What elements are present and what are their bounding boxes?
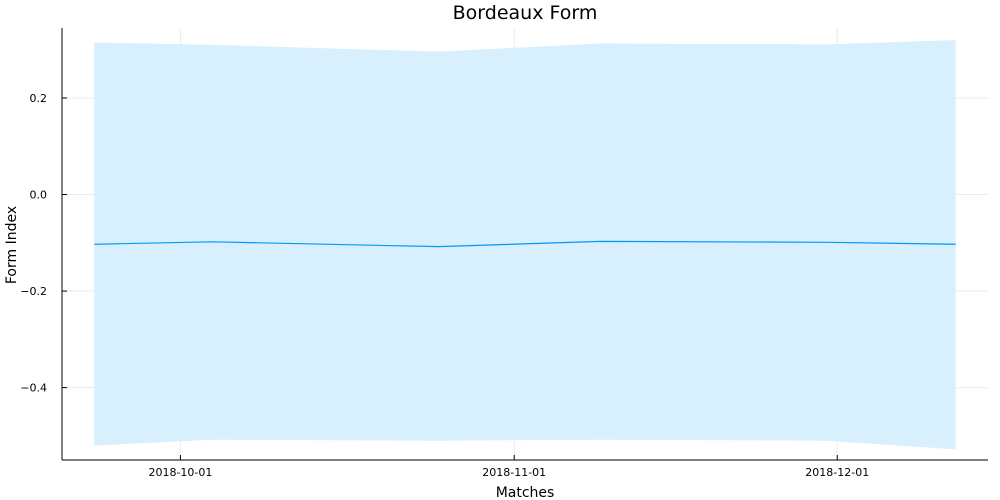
confidence-band-layer: [94, 40, 956, 450]
x-axis-ticks: 2018-10-01 2018-11-01 2018-12-01: [148, 455, 869, 479]
chart-title: Bordeaux Form: [453, 2, 598, 24]
y-tick-label: 0.2: [30, 92, 48, 105]
series-line-layer: [94, 240, 956, 248]
y-axis-ticks: −0.4 −0.2 0.0 0.2: [20, 92, 67, 395]
y-tick-label: 0.0: [30, 189, 48, 202]
x-tick-label: 2018-11-01: [482, 466, 546, 479]
x-tick-label: 2018-12-01: [805, 466, 869, 479]
confidence-band: [94, 40, 956, 450]
y-tick-label: −0.2: [20, 285, 47, 298]
x-tick-label: 2018-10-01: [148, 466, 212, 479]
x-axis-label: Matches: [496, 485, 555, 500]
y-axis-label: Form Index: [4, 206, 20, 284]
y-tick-label: −0.4: [20, 382, 47, 395]
series-line: [94, 240, 956, 248]
